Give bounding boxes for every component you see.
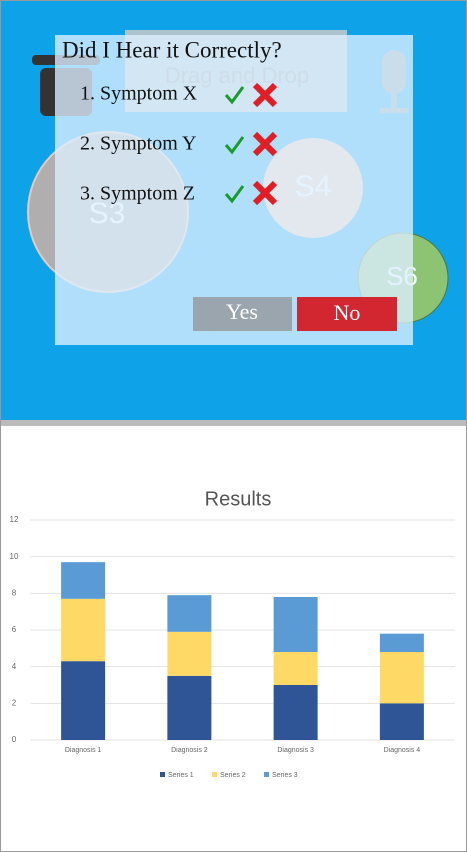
check-icon[interactable]	[224, 86, 245, 105]
cross-icon[interactable]	[252, 82, 278, 108]
y-tick-label: 2	[12, 698, 17, 707]
dialog-title: Did I Hear it Correctly?	[62, 37, 282, 62]
bar-segment	[167, 631, 212, 676]
y-tick-label: 0	[12, 735, 17, 744]
y-tick-label: 4	[12, 662, 17, 671]
x-tick-label: Diagnosis 4	[384, 747, 421, 754]
cross-icon[interactable]	[252, 131, 278, 157]
y-tick-label: 12	[10, 515, 19, 524]
x-tick-label: Diagnosis 2	[171, 747, 208, 754]
no-label: No	[334, 300, 361, 325]
x-tick-label: Diagnosis 3	[277, 747, 314, 754]
y-tick-label: 10	[10, 552, 19, 561]
legend-label: Series 3	[272, 772, 298, 779]
cross-icon[interactable]	[252, 180, 278, 206]
bar-segment	[379, 703, 424, 740]
bar-segment	[273, 652, 318, 685]
bar-segment	[167, 675, 212, 740]
check-icon[interactable]	[224, 185, 245, 204]
bar-segment	[379, 652, 424, 704]
item-label: 2. Symptom Y	[80, 133, 197, 155]
dialog	[55, 35, 413, 345]
legend-label: Series 1	[168, 772, 194, 779]
bar-segment	[61, 598, 106, 662]
legend-swatch	[264, 772, 269, 777]
no-button[interactable]	[297, 297, 397, 331]
bar-segment	[61, 562, 106, 599]
y-tick-label: 8	[12, 588, 17, 597]
check-icon[interactable]	[224, 136, 245, 155]
item-label: 1. Symptom X	[80, 83, 198, 105]
bar-segment	[273, 597, 318, 652]
divider	[1, 420, 466, 426]
bar-segment	[167, 595, 212, 632]
x-tick-label: Diagnosis 1	[65, 747, 102, 754]
item: 1. Symptom X	[80, 82, 278, 108]
y-tick-label: 6	[12, 625, 17, 634]
yes-button[interactable]	[193, 297, 292, 331]
bar-segment	[61, 661, 106, 740]
item: 2. Symptom Y	[80, 131, 278, 157]
item-label: 3. Symptom Z	[80, 183, 195, 205]
item: 3. Symptom Z	[80, 180, 278, 206]
legend-swatch	[160, 772, 165, 777]
legend-label: Series 2	[220, 772, 246, 779]
bar-segment	[379, 633, 424, 652]
bar-segment	[273, 685, 318, 740]
chart-title: Results	[205, 488, 272, 510]
yes-label: Yes	[226, 299, 258, 324]
legend-swatch	[212, 772, 217, 777]
